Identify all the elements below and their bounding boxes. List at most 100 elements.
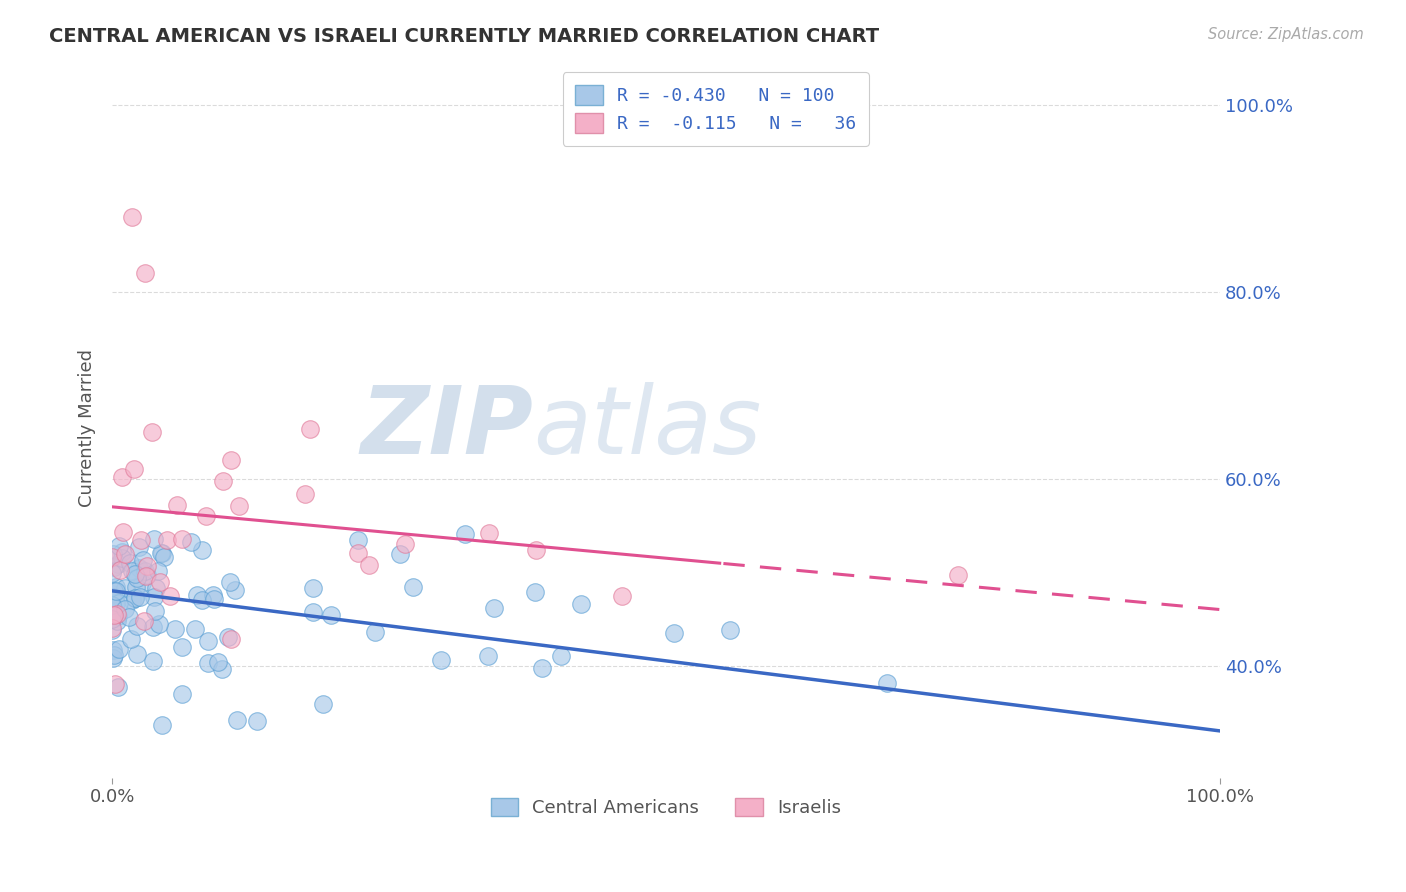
Point	[101, 548, 124, 562]
Point	[101, 599, 124, 613]
Point	[298, 422, 321, 436]
Point	[134, 564, 156, 578]
Point	[108, 539, 131, 553]
Point	[172, 687, 194, 701]
Point	[101, 612, 124, 626]
Point	[124, 566, 146, 581]
Point	[191, 542, 214, 557]
Point	[454, 527, 477, 541]
Point	[107, 609, 129, 624]
Point	[197, 657, 219, 671]
Point	[143, 590, 166, 604]
Point	[228, 499, 250, 513]
Point	[569, 597, 592, 611]
Point	[149, 546, 172, 560]
Point	[136, 559, 159, 574]
Point	[145, 581, 167, 595]
Point	[101, 598, 124, 612]
Point	[124, 591, 146, 605]
Point	[217, 630, 239, 644]
Point	[142, 532, 165, 546]
Point	[207, 656, 229, 670]
Point	[364, 625, 387, 640]
Point	[186, 589, 208, 603]
Text: atlas: atlas	[533, 382, 761, 473]
Point	[430, 653, 453, 667]
Point	[125, 619, 148, 633]
Point	[172, 532, 194, 546]
Point	[132, 553, 155, 567]
Point	[120, 632, 142, 646]
Point	[135, 568, 157, 582]
Point	[394, 537, 416, 551]
Point	[129, 533, 152, 548]
Point	[159, 589, 181, 603]
Point	[347, 533, 370, 548]
Point	[114, 602, 136, 616]
Point	[148, 564, 170, 578]
Point	[104, 583, 127, 598]
Point	[143, 604, 166, 618]
Point	[142, 620, 165, 634]
Point	[101, 621, 124, 635]
Point	[134, 614, 156, 628]
Point	[172, 640, 194, 654]
Legend: Central Americans, Israelis: Central Americans, Israelis	[484, 790, 848, 824]
Point	[152, 717, 174, 731]
Point	[120, 556, 142, 570]
Text: CENTRAL AMERICAN VS ISRAELI CURRENTLY MARRIED CORRELATION CHART: CENTRAL AMERICAN VS ISRAELI CURRENTLY MA…	[49, 27, 879, 45]
Point	[111, 551, 134, 566]
Point	[111, 545, 134, 559]
Point	[302, 606, 325, 620]
Point	[121, 593, 143, 607]
Point	[121, 211, 143, 225]
Point	[142, 654, 165, 668]
Point	[389, 547, 412, 561]
Point	[195, 508, 218, 523]
Point	[148, 617, 170, 632]
Point	[346, 547, 368, 561]
Point	[153, 549, 176, 564]
Point	[105, 615, 128, 629]
Point	[108, 596, 131, 610]
Point	[111, 469, 134, 483]
Point	[114, 547, 136, 561]
Point	[103, 560, 125, 574]
Point	[125, 580, 148, 594]
Point	[477, 648, 499, 663]
Point	[180, 534, 202, 549]
Point	[101, 607, 124, 621]
Point	[524, 584, 547, 599]
Point	[478, 525, 501, 540]
Point	[219, 453, 242, 467]
Point	[876, 676, 898, 690]
Point	[166, 498, 188, 512]
Point	[101, 566, 124, 580]
Point	[149, 575, 172, 590]
Point	[197, 634, 219, 648]
Point	[402, 580, 425, 594]
Point	[218, 574, 240, 589]
Point	[101, 591, 124, 605]
Point	[165, 623, 187, 637]
Point	[246, 714, 269, 728]
Point	[128, 541, 150, 555]
Point	[101, 586, 124, 600]
Point	[946, 568, 969, 582]
Point	[224, 582, 246, 597]
Point	[662, 626, 685, 640]
Point	[121, 565, 143, 579]
Point	[108, 641, 131, 656]
Point	[104, 596, 127, 610]
Point	[131, 576, 153, 591]
Y-axis label: Currently Married: Currently Married	[79, 349, 96, 507]
Point	[191, 592, 214, 607]
Point	[226, 713, 249, 727]
Point	[105, 607, 128, 622]
Point	[201, 588, 224, 602]
Point	[129, 591, 152, 605]
Point	[211, 474, 233, 488]
Point	[125, 571, 148, 585]
Point	[103, 607, 125, 622]
Point	[108, 563, 131, 577]
